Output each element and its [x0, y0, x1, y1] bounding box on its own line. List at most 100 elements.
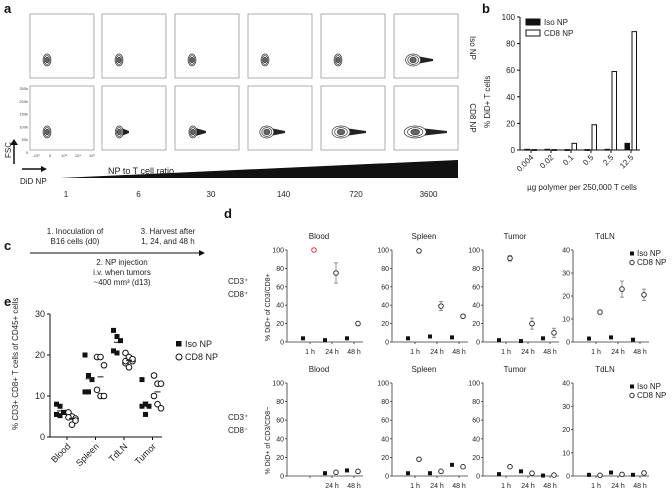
point-iso-np: [323, 338, 327, 343]
did-tick: 10³: [61, 153, 67, 158]
point-cd8-np: [125, 364, 133, 371]
fsc-tick: 150k: [19, 112, 28, 117]
point-iso-np: [345, 468, 349, 473]
did-tick: -10³: [32, 153, 40, 158]
x-tick-label: 24 h: [430, 349, 444, 356]
y-tick-label: 80: [381, 266, 389, 273]
population-contour: [190, 128, 196, 136]
x-tick-label: 24 h: [521, 483, 535, 490]
point-cd8-np: [529, 320, 535, 327]
point-cd8-np: [97, 353, 104, 361]
point-iso-np: [519, 339, 523, 344]
y-tick-label: 100: [468, 248, 480, 255]
y-tick-label: 20: [562, 427, 570, 434]
legend-marker-cd8: [175, 353, 183, 361]
y-tick-label: 20: [276, 321, 284, 328]
bar-cd8-np: [591, 124, 597, 151]
y-tick-label: 40: [276, 303, 284, 310]
flow-plot: [101, 85, 167, 151]
y-tick-label: 0: [280, 340, 284, 347]
did-axis-label: DiD NP: [20, 177, 47, 186]
population-contour: [263, 128, 271, 136]
point-iso-np: [587, 336, 591, 341]
point-cd8-np: [438, 468, 444, 475]
y-tick-label: 0: [476, 474, 480, 481]
x-tick-label: 1 h: [501, 483, 511, 490]
point-cd8-np: [100, 392, 108, 400]
y-tick-label: 20: [381, 321, 389, 328]
x-tick-label: Blood: [49, 441, 72, 464]
point-cd8-np-highlighted: [311, 247, 317, 253]
point-cd8-np: [641, 470, 647, 476]
point-cd8-np: [93, 386, 101, 394]
panel-b-label: b: [482, 1, 490, 16]
flow-plot: [29, 85, 95, 151]
y-tick-label: 20: [381, 455, 389, 462]
y-tick-label: 40: [381, 436, 389, 443]
point-cd8-np: [355, 468, 361, 475]
x-tick-label: 24 h: [325, 349, 339, 356]
ratio-label: 1: [64, 190, 69, 199]
point-iso-np: [631, 472, 635, 477]
x-tick-label: 48 h: [633, 483, 647, 490]
point-cd8-np: [416, 456, 422, 463]
point-iso-np: [143, 411, 148, 417]
panel-a-label: a: [4, 1, 12, 16]
fsc-tick: 100k: [19, 124, 28, 129]
x-tick-label: 0.5: [581, 153, 596, 168]
point-cd8-np: [597, 472, 603, 479]
y-tick-label: 40: [562, 248, 570, 255]
x-tick-label: 1 h: [591, 483, 601, 490]
bar-iso-np: [524, 148, 530, 151]
y-tick-label: 30: [562, 404, 570, 411]
y-tick-label: 40: [276, 436, 284, 443]
point-iso-np: [587, 472, 591, 477]
point-iso-np: [57, 413, 63, 419]
legend-marker-cd8: [629, 259, 635, 266]
panel-c-label: c: [4, 238, 11, 253]
ratio-label: 140: [277, 190, 291, 199]
x-tick-label: 48 h: [543, 483, 557, 490]
y-axis-label: % CD3+ CD8+ T cells of CD45+ cells: [11, 298, 20, 430]
timeline-arrowhead-icon: [199, 250, 205, 256]
point-iso-np: [519, 469, 523, 474]
point-iso-np: [57, 403, 63, 409]
fsc-axis-label: FSC: [4, 142, 13, 158]
fsc-tick: 250k: [19, 86, 28, 91]
point-cd8-np: [100, 361, 108, 369]
panel-d-chart: CD3⁺ CD8⁺ CD3⁺ CD8⁻ % DiD+ of CD3/CD8+ Bl…: [228, 232, 666, 490]
y-tick-label: 0: [566, 474, 570, 481]
x-tick-label: 24 h: [611, 483, 625, 490]
point-cd8-np: [641, 292, 647, 298]
population-contour: [410, 128, 420, 136]
x-tick-label: 1 h: [591, 349, 601, 356]
x-tick-label: 48 h: [347, 483, 361, 490]
ratio-gradient-wedge: [60, 160, 458, 178]
point-iso-np: [631, 337, 635, 342]
point-iso-np: [139, 377, 145, 383]
point-cd8-np: [460, 463, 466, 470]
point-cd8-np: [438, 303, 444, 309]
y-tick-label: 20: [276, 455, 284, 462]
legend-swatch: [525, 18, 541, 26]
ratio-label: 720: [349, 190, 363, 199]
legend-label: Iso NP: [185, 339, 212, 349]
point-iso-np: [82, 352, 88, 358]
y-tick-label: 100: [502, 13, 516, 22]
point-cd8-np: [157, 380, 165, 388]
bar-cd8-np: [631, 31, 637, 151]
y-tick-label: 10: [35, 391, 45, 401]
panel-b-chart: 0 20 40 60 80 100 0.004 0.02 0.1 0.5 2.5 12.5 % DiD+…: [483, 13, 640, 192]
bar-iso-np: [624, 142, 630, 151]
ratio-title: NP to T cell ratio: [108, 166, 174, 176]
row-label-iso: Iso NP: [468, 36, 477, 60]
point-iso-np: [450, 335, 454, 340]
legend-label: Iso NP: [637, 382, 661, 391]
point-cd8-np: [551, 472, 557, 478]
population-contour: [409, 56, 417, 64]
y-tick-label: 0: [385, 474, 389, 481]
x-axis-label: µg polymer per 250,000 T cells: [527, 183, 637, 192]
ratio-label: 30: [207, 190, 216, 199]
row-label-cd8neg-2: CD8⁻: [228, 426, 248, 435]
point-iso-np: [61, 409, 66, 415]
